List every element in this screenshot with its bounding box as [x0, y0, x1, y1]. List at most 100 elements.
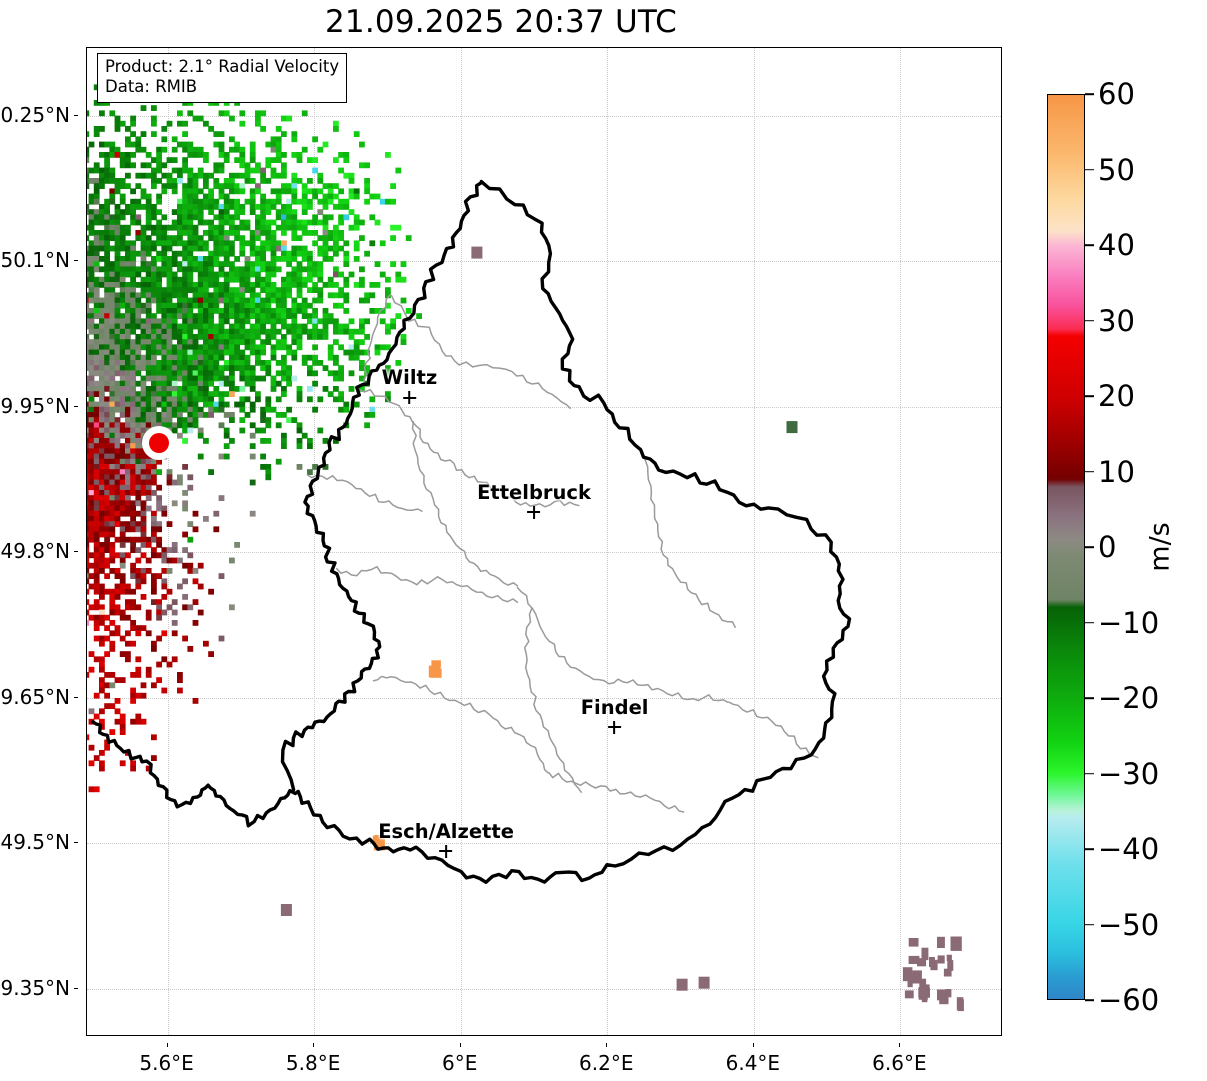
city-name: Esch/Alzette — [378, 819, 514, 843]
colorbar-tick-labels: 60 50 40 30 20 10 0 −10 −20 −30 −40 −50 −60 — [1085, 77, 1205, 1017]
city-cross-marker — [402, 391, 416, 405]
y-tick-label: 50.25°N — [0, 102, 70, 127]
page-title: 21.09.2025 20:37 UTC — [325, 4, 677, 40]
radar-echo-layer — [87, 68, 964, 1012]
colorbar-tickmark — [1085, 319, 1094, 322]
colorbar-tickmark — [1085, 244, 1094, 246]
colorbar-tickmark — [1085, 93, 1094, 95]
internal-border-segment — [727, 701, 819, 759]
x-tickmark — [459, 1043, 461, 1047]
gridline-horizontal — [87, 988, 1001, 991]
colorbar-tick-label: 40 — [1098, 228, 1135, 262]
internal-border-segment — [363, 294, 391, 386]
gridline-vertical — [900, 48, 902, 1035]
city-cross-marker — [527, 505, 541, 519]
gridline-vertical — [314, 48, 316, 1035]
colorbar-tick-label: −20 — [1098, 681, 1160, 715]
colorbar-tick-label: −50 — [1098, 907, 1160, 942]
colorbar-tickmark — [1085, 470, 1094, 473]
city-name: Wiltz — [381, 366, 438, 390]
colorbar-tickmark — [1085, 848, 1094, 850]
y-tickmark — [74, 405, 78, 407]
y-tickmark — [74, 987, 78, 989]
internal-border-segment — [516, 586, 729, 704]
gridline-horizontal — [87, 115, 1001, 118]
x-tick-label: 6.6°E — [872, 1051, 927, 1075]
y-tickmark — [74, 696, 78, 698]
x-tickmark — [313, 1043, 315, 1047]
colorbar-tickmark — [1085, 999, 1094, 1001]
national-border-east — [91, 179, 852, 884]
colorbar-tickmark — [1085, 923, 1094, 926]
internal-border-segment — [390, 294, 572, 410]
colorbar-tick-label: 30 — [1098, 303, 1135, 338]
colorbar-tick-label: 50 — [1098, 152, 1135, 187]
colorbar-tick-label: 10 — [1098, 454, 1135, 489]
radar-site-marker[interactable] — [141, 425, 176, 460]
y-tick-label: 49.5°N — [0, 830, 71, 855]
gridline-horizontal — [87, 406, 1001, 409]
gridline-vertical — [167, 48, 170, 1035]
colorbar-tick-label: 60 — [1098, 77, 1135, 111]
map-canvas: Wiltz Ettelbruck Findel Esch/Alzette — [87, 48, 1001, 1035]
y-tickmark — [74, 114, 78, 116]
gridline-horizontal — [87, 261, 1001, 263]
internal-border-segment — [523, 607, 583, 794]
colorbar-tickmark — [1085, 395, 1094, 397]
x-tickmark — [606, 1043, 608, 1047]
y-tickmark — [74, 260, 78, 262]
y-tick-label: 50.1°N — [0, 248, 71, 273]
x-tickmark — [752, 1043, 754, 1047]
city-name: Ettelbruck — [477, 480, 591, 504]
y-tickmark — [74, 551, 78, 553]
internal-canton-borders — [306, 294, 819, 813]
colorbar-tickmark — [1085, 697, 1094, 699]
x-tickmark — [899, 1043, 901, 1047]
gridline-horizontal — [87, 552, 1001, 554]
city-name: Findel — [580, 695, 649, 719]
colorbar-axis-label: m/s — [1144, 522, 1176, 572]
x-tick-label: 6°E — [442, 1051, 478, 1075]
colorbar-tickmark — [1085, 621, 1094, 624]
x-tick-label: 5.8°E — [285, 1051, 341, 1075]
colorbar-tick-label: −40 — [1098, 832, 1160, 866]
info-product-line: Product: 2.1° Radial Velocity — [105, 57, 340, 76]
colorbar-tick-label: 20 — [1098, 379, 1135, 413]
y-axis-tick-labels: 50.25°N 50.1°N 49.95°N 49.8°N 49.65°N 49.5°N 4… — [0, 47, 78, 1036]
y-tick-label: 49.35°N — [0, 975, 70, 1000]
x-axis-tick-labels: 5.6°E 5.8°E 6°E 6.2°E 6.4°E 6.6°E — [86, 1043, 1002, 1075]
colorbar-tick-label: 0 — [1098, 530, 1117, 564]
national-border-luxembourg — [91, 179, 852, 884]
internal-border-segment — [411, 421, 519, 587]
product-info-box: Product: 2.1° Radial Velocity Data: RMIB — [97, 53, 348, 103]
internal-border-segment — [306, 473, 423, 513]
colorbar-tickmark — [1085, 546, 1094, 548]
internal-border-segment — [372, 675, 550, 774]
city-label-ettelbruck: Ettelbruck — [477, 481, 591, 519]
gridline-horizontal — [87, 843, 1001, 845]
gridline-vertical — [607, 48, 609, 1035]
national-border-west — [280, 180, 484, 792]
colorbar[interactable] — [1047, 94, 1085, 1000]
y-tickmark — [74, 842, 78, 844]
colorbar-gradient — [1048, 95, 1084, 999]
city-label-findel: Findel — [580, 695, 649, 734]
internal-border-segment — [359, 388, 580, 508]
colorbar-tick-label: −60 — [1098, 983, 1160, 1017]
colorbar-tickmark — [1085, 772, 1094, 775]
gridline-horizontal — [87, 697, 1001, 700]
city-cross-marker — [608, 720, 622, 734]
city-label-esch-alzette: Esch/Alzette — [378, 820, 514, 858]
y-tick-label: 49.65°N — [0, 684, 70, 709]
x-tick-label: 6.4°E — [725, 1051, 781, 1075]
internal-border-segment — [335, 565, 519, 604]
y-tick-label: 49.8°N — [0, 539, 71, 564]
colorbar-tick-label: −30 — [1098, 756, 1160, 791]
city-label-wiltz: Wiltz — [381, 366, 438, 405]
y-tick-label: 49.95°N — [0, 393, 70, 418]
radar-map-plot[interactable]: Wiltz Ettelbruck Findel Esch/Alzette Produc… — [86, 47, 1002, 1036]
map-borders-layer — [91, 179, 852, 884]
gridline-vertical — [753, 48, 756, 1035]
info-data-line: Data: RMIB — [105, 77, 198, 97]
colorbar-tickmark — [1085, 168, 1094, 171]
